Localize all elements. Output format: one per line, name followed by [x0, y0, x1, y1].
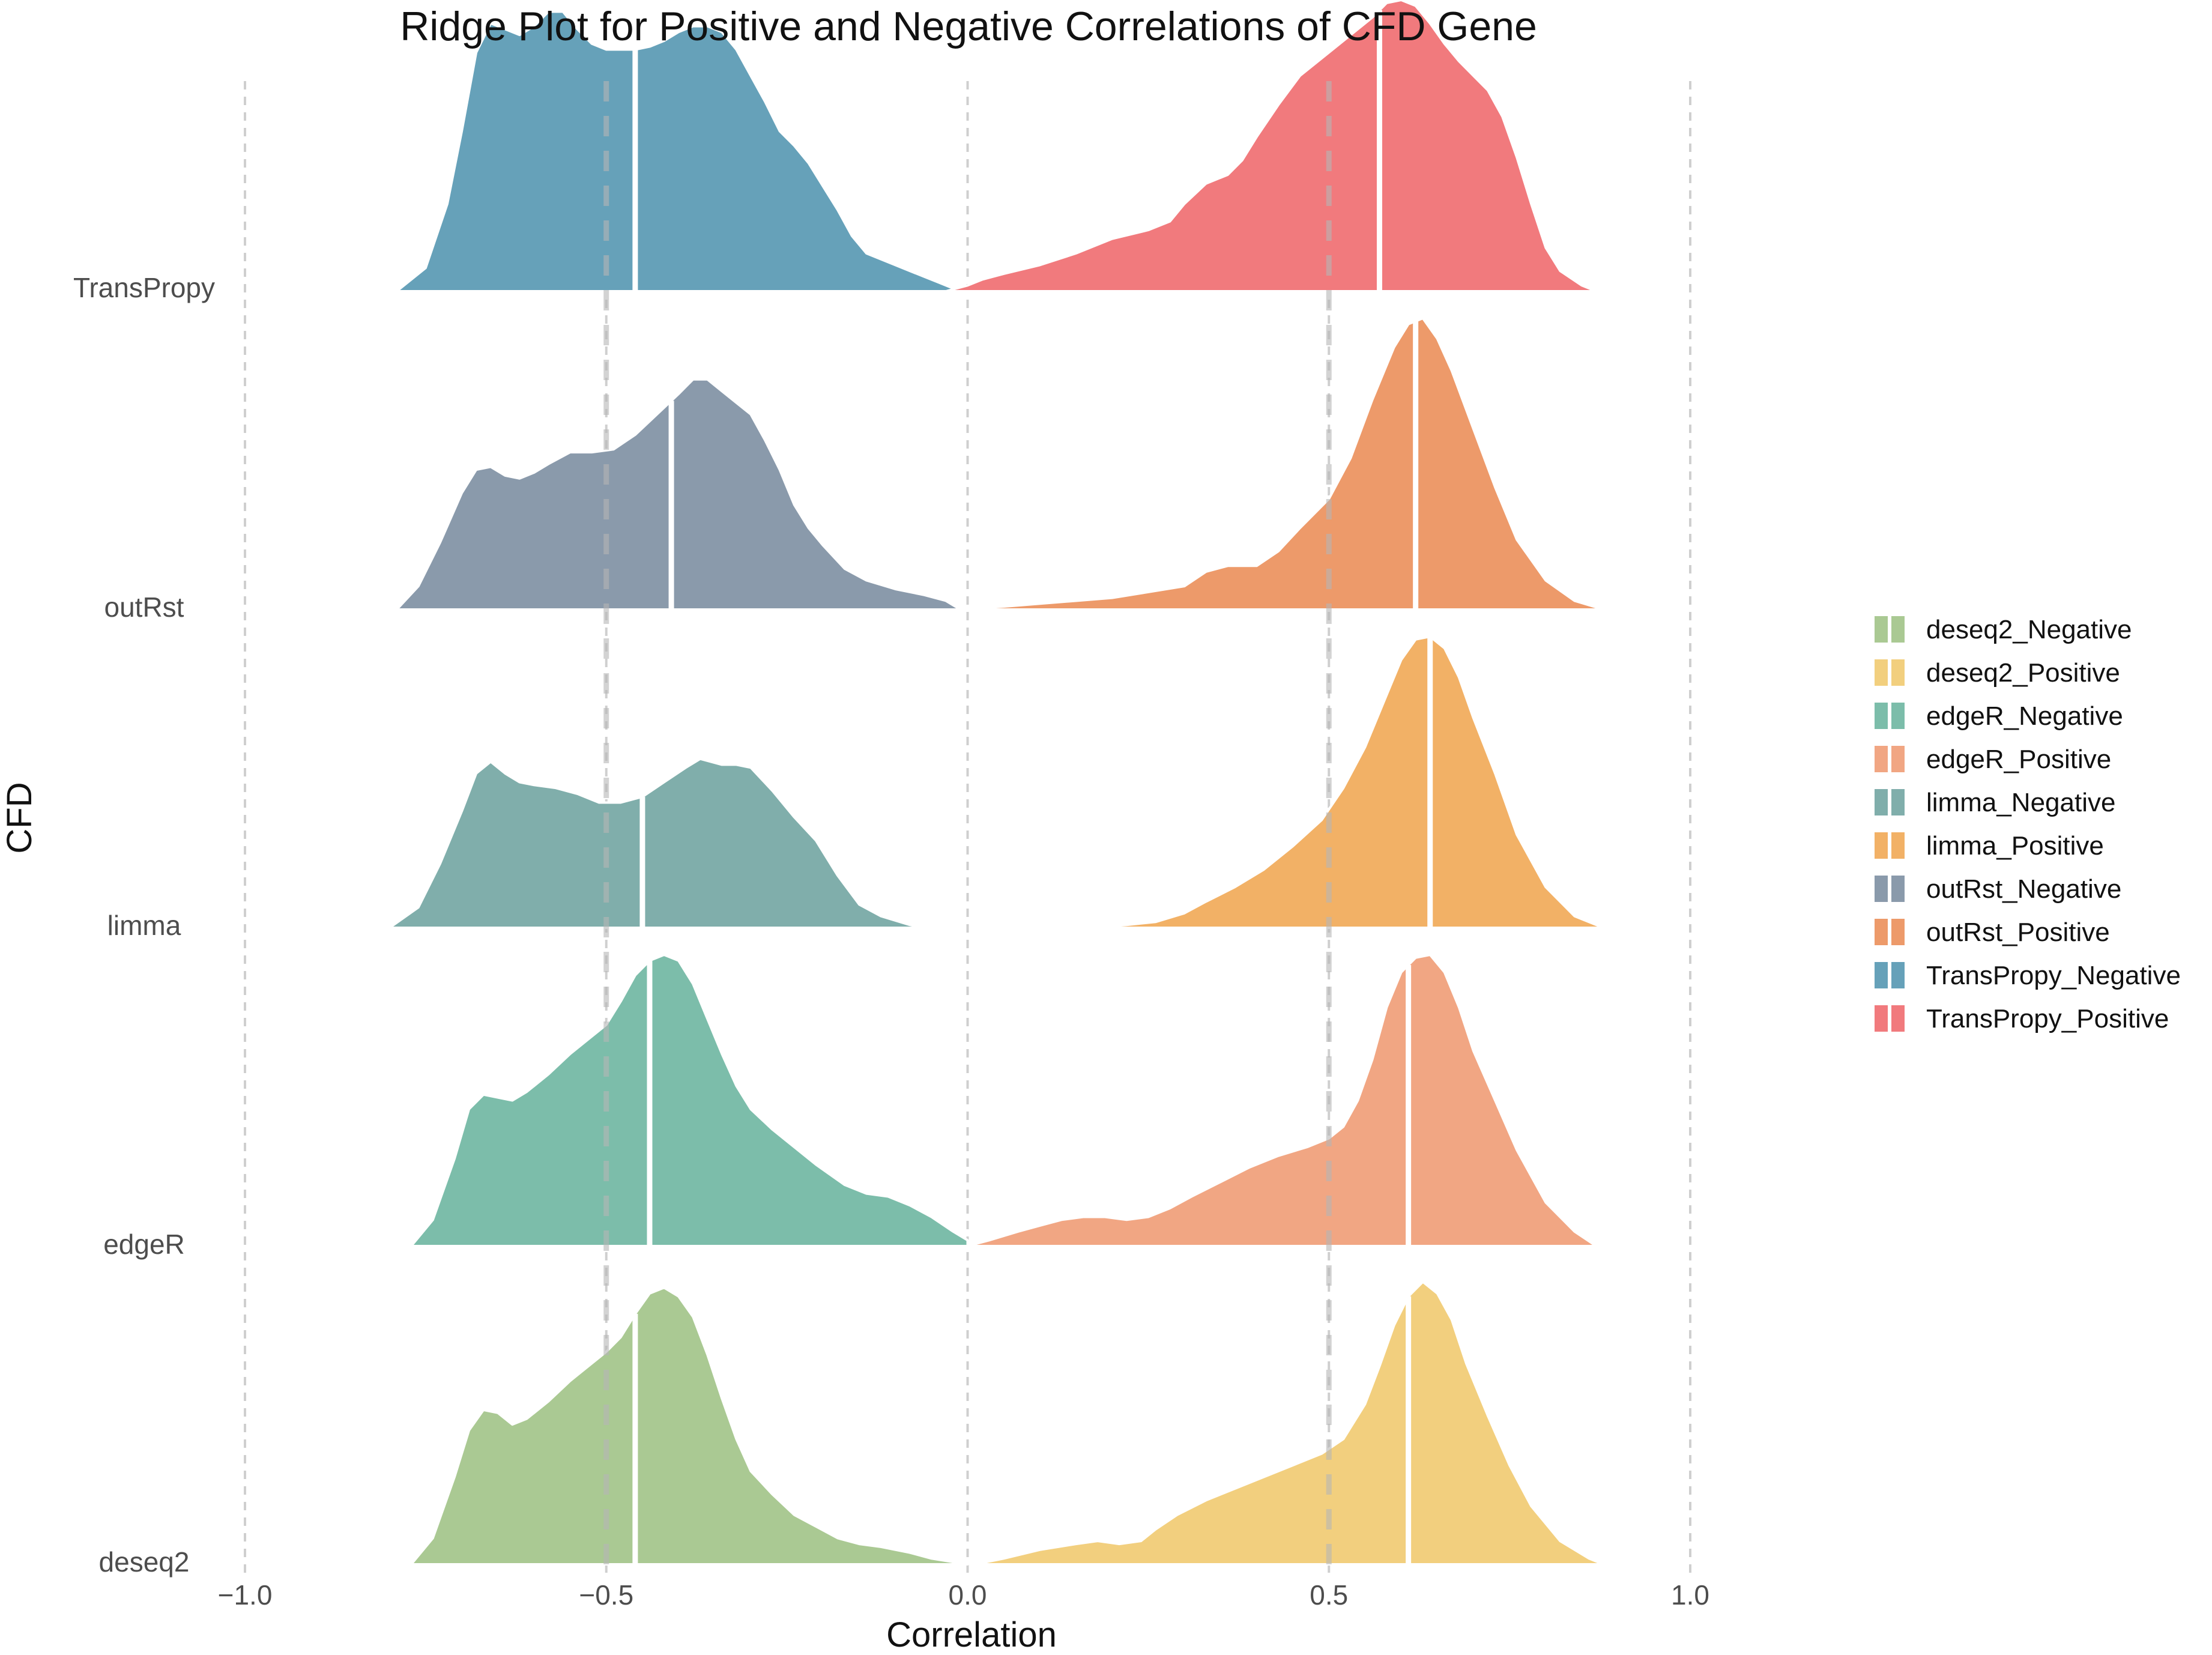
legend-swatch	[1891, 746, 1905, 772]
legend-label: outRst_Negative	[1926, 874, 2121, 904]
x-axis-title: Correlation	[886, 1615, 1057, 1654]
legend-swatch	[1891, 616, 1905, 643]
y-tick-label-limma: limma	[107, 910, 181, 941]
x-tick-label-0: −1.0	[218, 1579, 273, 1611]
median-lines	[632, 10, 1433, 1564]
legend-swatch	[1891, 1005, 1905, 1032]
x-tick-label-3: 0.5	[1310, 1579, 1348, 1611]
legend-swatch	[1891, 659, 1905, 686]
y-tick-label-edger: edgeR	[103, 1229, 185, 1260]
ridge-transpropy-positive	[944, 0, 1598, 292]
legend-swatch	[1875, 1005, 1888, 1032]
legend-label: edgeR_Negative	[1926, 701, 2123, 731]
legend-swatch	[1891, 832, 1905, 859]
legend-swatch	[1875, 703, 1888, 729]
legend-label: TransPropy_Positive	[1926, 1004, 2169, 1033]
legend-item-outrst-positive: outRst_Positive	[1875, 918, 2110, 947]
legend-label: limma_Negative	[1926, 788, 2115, 817]
legend-swatch	[1875, 832, 1888, 859]
legend-swatch	[1891, 789, 1905, 815]
legend-swatch	[1875, 746, 1888, 772]
y-tick-label-outrst: outRst	[104, 592, 184, 623]
legend-label: deseq2_Positive	[1926, 658, 2120, 688]
ridge-outrst-positive	[959, 317, 1605, 611]
y-tick-label-deseq2: deseq2	[99, 1546, 190, 1578]
legend-swatch	[1875, 789, 1888, 815]
y-axis-title: CFD	[0, 782, 39, 853]
legend-label: deseq2_Negative	[1926, 615, 2132, 644]
x-tick-label-1: −0.5	[579, 1579, 633, 1611]
legend-swatch	[1891, 919, 1905, 945]
legend-swatch	[1875, 919, 1888, 945]
x-tick-label-2: 0.0	[949, 1579, 987, 1611]
legend-item-deseq2-negative: deseq2_Negative	[1875, 615, 2132, 644]
legend-swatch	[1891, 962, 1905, 988]
x-tick-label-4: 1.0	[1671, 1579, 1709, 1611]
legend-label: outRst_Positive	[1926, 918, 2110, 947]
ridge-limma-negative	[388, 757, 926, 929]
x-axis-ticks: −1.0 −0.5 0.0 0.5 1.0	[218, 1579, 1709, 1611]
legend-item-edger-negative: edgeR_Negative	[1875, 701, 2123, 731]
legend-item-edger-positive: edgeR_Positive	[1875, 745, 2111, 774]
legend-swatch	[1875, 616, 1888, 643]
legend-swatch	[1875, 962, 1888, 988]
legend-swatch	[1875, 659, 1888, 686]
ridge-deseq2-negative	[409, 1286, 969, 1566]
chart-title: Ridge Plot for Positive and Negative Cor…	[400, 4, 1537, 49]
legend-item-limma-negative: limma_Negative	[1875, 788, 2115, 817]
legend-swatch	[1891, 876, 1905, 902]
ridge-outrst-negative	[395, 378, 962, 611]
reference-lines	[603, 81, 1332, 1573]
y-axis-ticks: TransPropy outRst limma edgeR deseq2	[73, 272, 215, 1578]
ridges	[388, 0, 1605, 1566]
ridge-transpropy-negative	[395, 10, 955, 292]
legend-item-outrst-negative: outRst_Negative	[1875, 874, 2121, 904]
legend-label: edgeR_Positive	[1926, 745, 2111, 774]
legend-item-transpropy-positive: TransPropy_Positive	[1875, 1004, 2169, 1033]
y-tick-label-transpropy: TransPropy	[73, 272, 215, 303]
ridge-edger-negative	[409, 954, 969, 1247]
legend-label: limma_Positive	[1926, 831, 2104, 861]
legend-swatch	[1891, 703, 1905, 729]
legend-label: TransPropy_Negative	[1926, 961, 2181, 990]
legend-item-limma-positive: limma_Positive	[1875, 831, 2104, 861]
ridge-deseq2-positive	[973, 1280, 1605, 1566]
ridge-edger-positive	[966, 954, 1598, 1247]
legend-swatch	[1875, 876, 1888, 902]
ridge-limma-positive	[1089, 635, 1605, 929]
legend-item-transpropy-negative: TransPropy_Negative	[1875, 961, 2181, 990]
legend-item-deseq2-positive: deseq2_Positive	[1875, 658, 2120, 688]
legend: deseq2_Negative deseq2_Positive edgeR_Nega…	[1875, 615, 2181, 1033]
